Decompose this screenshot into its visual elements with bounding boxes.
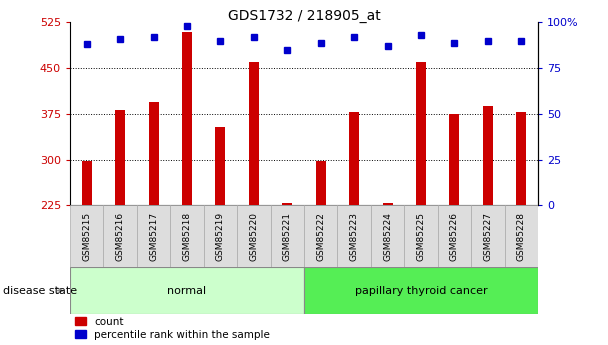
Text: GSM85219: GSM85219 <box>216 212 225 261</box>
Text: disease state: disease state <box>3 286 77 296</box>
Text: GSM85223: GSM85223 <box>350 212 359 261</box>
Bar <box>505 205 538 267</box>
Bar <box>137 205 170 267</box>
Bar <box>70 205 103 267</box>
Bar <box>416 62 426 205</box>
Text: GSM85227: GSM85227 <box>483 212 492 261</box>
Bar <box>249 62 259 205</box>
Bar <box>237 205 271 267</box>
Bar <box>449 114 460 205</box>
Text: GSM85226: GSM85226 <box>450 212 459 261</box>
Bar <box>271 205 304 267</box>
Bar <box>204 205 237 267</box>
Bar <box>471 205 505 267</box>
Bar <box>304 267 538 314</box>
Text: GSM85215: GSM85215 <box>82 212 91 261</box>
Bar <box>483 106 493 205</box>
Bar <box>371 205 404 267</box>
Text: GSM85221: GSM85221 <box>283 212 292 261</box>
Bar <box>316 161 326 205</box>
Bar <box>115 110 125 205</box>
Text: GSM85222: GSM85222 <box>316 212 325 261</box>
Text: GDS1732 / 218905_at: GDS1732 / 218905_at <box>227 9 381 23</box>
Bar <box>81 161 92 205</box>
Bar <box>170 205 204 267</box>
Bar <box>282 204 292 205</box>
Text: GSM85218: GSM85218 <box>182 212 192 261</box>
Text: GSM85217: GSM85217 <box>149 212 158 261</box>
Bar <box>516 112 527 205</box>
Text: GSM85224: GSM85224 <box>383 212 392 261</box>
Text: GSM85216: GSM85216 <box>116 212 125 261</box>
Bar <box>382 204 393 205</box>
Text: normal: normal <box>167 286 207 296</box>
Legend: count, percentile rank within the sample: count, percentile rank within the sample <box>75 317 270 340</box>
Bar <box>349 112 359 205</box>
Text: GSM85225: GSM85225 <box>416 212 426 261</box>
Bar <box>70 267 304 314</box>
Bar <box>182 31 192 205</box>
Bar <box>438 205 471 267</box>
Bar <box>103 205 137 267</box>
Text: GSM85228: GSM85228 <box>517 212 526 261</box>
Bar <box>337 205 371 267</box>
Bar <box>304 205 337 267</box>
Bar <box>215 127 226 205</box>
Bar <box>148 102 159 205</box>
Text: GSM85220: GSM85220 <box>249 212 258 261</box>
Bar <box>404 205 438 267</box>
Text: papillary thyroid cancer: papillary thyroid cancer <box>354 286 488 296</box>
